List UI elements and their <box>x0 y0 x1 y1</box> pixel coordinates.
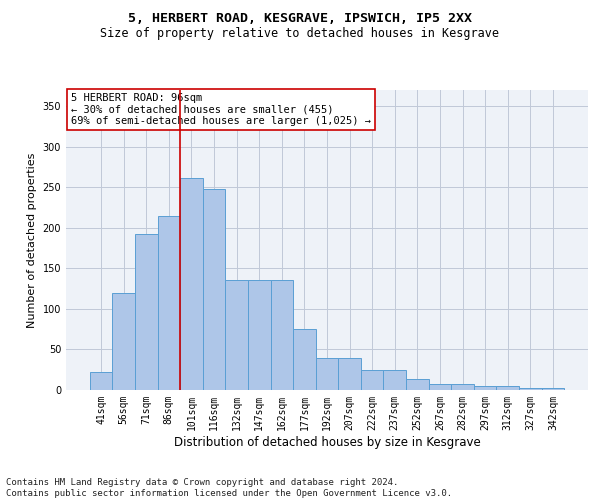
Text: 5 HERBERT ROAD: 96sqm
← 30% of detached houses are smaller (455)
69% of semi-det: 5 HERBERT ROAD: 96sqm ← 30% of detached … <box>71 93 371 126</box>
Bar <box>158 216 180 390</box>
Bar <box>203 189 226 390</box>
Bar <box>519 388 542 390</box>
Bar <box>361 370 383 390</box>
Bar <box>135 234 158 390</box>
Bar <box>451 384 474 390</box>
Text: Contains HM Land Registry data © Crown copyright and database right 2024.
Contai: Contains HM Land Registry data © Crown c… <box>6 478 452 498</box>
Bar <box>293 329 316 390</box>
Bar <box>271 280 293 390</box>
Text: Size of property relative to detached houses in Kesgrave: Size of property relative to detached ho… <box>101 28 499 40</box>
Bar <box>338 358 361 390</box>
Bar <box>496 386 519 390</box>
Bar <box>406 378 428 390</box>
Bar <box>542 388 564 390</box>
Bar <box>112 292 135 390</box>
Bar <box>226 280 248 390</box>
Bar <box>474 386 496 390</box>
X-axis label: Distribution of detached houses by size in Kesgrave: Distribution of detached houses by size … <box>173 436 481 448</box>
Bar <box>316 358 338 390</box>
Bar <box>248 280 271 390</box>
Text: 5, HERBERT ROAD, KESGRAVE, IPSWICH, IP5 2XX: 5, HERBERT ROAD, KESGRAVE, IPSWICH, IP5 … <box>128 12 472 26</box>
Bar <box>180 178 203 390</box>
Y-axis label: Number of detached properties: Number of detached properties <box>27 152 37 328</box>
Bar <box>90 372 112 390</box>
Bar <box>428 384 451 390</box>
Bar <box>383 370 406 390</box>
